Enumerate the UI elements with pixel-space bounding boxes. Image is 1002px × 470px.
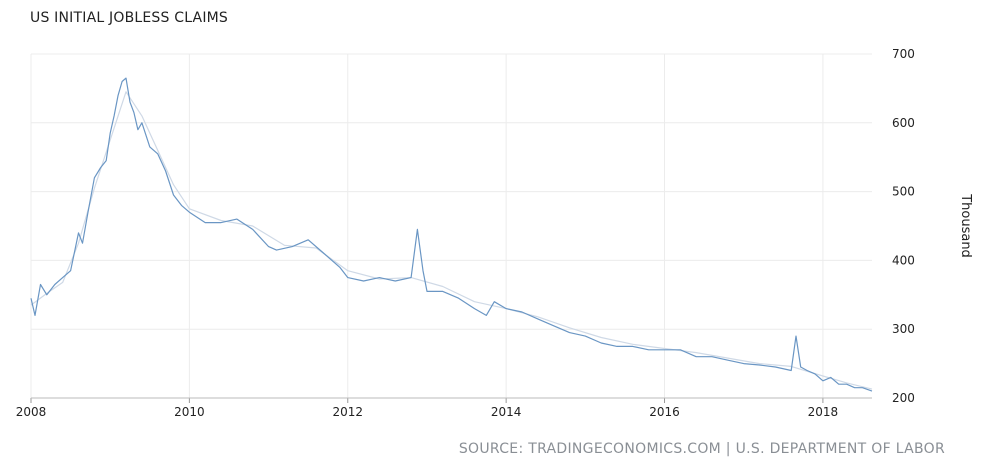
x-tick-label: 2008 <box>16 405 47 419</box>
x-tick-label: 2014 <box>491 405 522 419</box>
gridlines <box>30 53 872 398</box>
tick-labels: 200 300 400 500 600 700 2008 2010 2012 2014 2016 20… <box>16 47 973 419</box>
series-line <box>30 77 873 392</box>
y-tick-label: 700 <box>892 47 915 61</box>
x-tick-label: 2012 <box>332 405 363 419</box>
source-note: SOURCE: TRADINGECONOMICS.COM | U.S. DEPA… <box>458 441 945 457</box>
y-tick-label: 300 <box>892 322 915 336</box>
y-tick-label: 200 <box>892 391 915 405</box>
x-tick-label: 2016 <box>649 405 680 419</box>
series-layer <box>30 77 873 392</box>
x-tick-label: 2010 <box>174 405 205 419</box>
y-axis-label: Thousand <box>958 193 973 258</box>
x-tick-label: 2018 <box>808 405 839 419</box>
y-tick-label: 400 <box>892 253 915 267</box>
series-line <box>30 91 873 390</box>
y-tick-label: 500 <box>892 185 915 199</box>
y-tick-label: 600 <box>892 116 915 130</box>
chart-title: US INITIAL JOBLESS CLAIMS <box>30 10 229 26</box>
axes <box>30 397 872 403</box>
